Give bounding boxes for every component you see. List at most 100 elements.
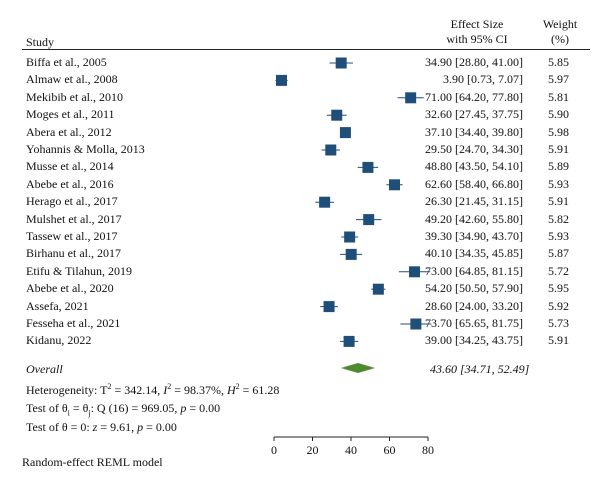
study-weight: 5.93	[548, 229, 569, 243]
study-marker	[276, 74, 288, 86]
study-marker	[323, 301, 335, 313]
study-marker	[372, 283, 384, 295]
study-label: Abebe et al., 2016	[26, 176, 114, 191]
study-label: Kidanu, 2022	[26, 333, 92, 348]
study-ci-text: 37.10 [34.40, 39.80]	[425, 124, 523, 139]
study-label: Yohannis & Molla, 2013	[26, 142, 145, 156]
study-marker	[410, 318, 422, 330]
homog-pval: = 0.00	[186, 401, 221, 415]
study-weight: 5.73	[548, 316, 569, 330]
heterogeneity-prefix: Heterogeneity:	[26, 383, 101, 397]
study-marker	[319, 196, 331, 208]
header-ci: with 95% CI	[446, 32, 508, 46]
zero-p: p	[137, 420, 144, 434]
i-sup: 2	[167, 382, 172, 391]
study-ci-text: 26.30 [21.45, 31.15]	[425, 194, 523, 209]
study-label: Birhanu et al., 2017	[26, 246, 121, 261]
study-label: Etifu & Tilahun, 2019	[26, 263, 133, 278]
study-weight: 5.97	[548, 72, 569, 87]
study-weight: 5.95	[548, 281, 569, 296]
study-label: Mulshet et al., 2017	[26, 211, 122, 226]
study-marker	[409, 266, 421, 278]
study-label: Fesseha et al., 2021	[26, 316, 121, 330]
homog-p: p	[180, 401, 187, 415]
h-sup: 2	[235, 382, 240, 391]
study-label: Biffa et al., 2005	[26, 55, 107, 69]
study-ci-text: 3.90 [0.73, 7.07]	[443, 72, 523, 87]
homogeneity-test: Test of θi = θj: Q (16) = 969.05, p = 0.…	[26, 401, 220, 417]
study-weight: 5.85	[548, 55, 569, 69]
study-ci-text: 73.00 [64.85, 81.15]	[425, 263, 523, 278]
model-note: Random-effect REML model	[22, 455, 163, 469]
study-ci-text: 54.20 [50.50, 57.90]	[425, 281, 523, 296]
homog-mid: = θ	[69, 401, 89, 415]
study-marker	[405, 92, 417, 104]
zero-effect-test: Test of θ = 0: z = 9.61, p = 0.00	[26, 420, 177, 435]
study-weight: 5.91	[548, 333, 569, 348]
homog-sub-j: j	[88, 408, 91, 418]
study-ci-text: 49.20 [42.60, 55.80]	[425, 211, 523, 226]
tau-value: = 342.14,	[111, 383, 164, 397]
study-marker	[363, 214, 375, 226]
study-label: Abebe et al., 2020	[26, 281, 114, 296]
study-ci-text: 34.90 [28.80, 41.00]	[425, 55, 523, 69]
study-label: Abera et al., 2012	[26, 124, 112, 139]
study-weight: 5.89	[548, 159, 569, 174]
study-weight: 5.91	[548, 194, 569, 209]
study-label: Mekibib et al., 2010	[26, 89, 123, 104]
overall-ci: 43.60 [34.71, 52.49]	[430, 362, 530, 376]
homog-sub-i: i	[67, 408, 70, 418]
x-tick-label: 60	[384, 443, 396, 457]
h-symbol: H	[226, 383, 236, 397]
zero-z: z	[92, 420, 98, 434]
header-weight: Weight	[542, 17, 578, 31]
study-ci-text: 29.50 [24.70, 34.30]	[425, 142, 523, 156]
study-ci-text: 48.80 [43.50, 54.10]	[425, 159, 523, 174]
study-weight: 5.98	[548, 124, 569, 139]
study-ci-text: 62.60 [58.40, 66.80]	[425, 176, 523, 191]
study-weight: 5.92	[548, 298, 569, 313]
study-label: Tassew et al., 2017	[26, 229, 118, 243]
study-ci-text: 28.60 [24.00, 33.20]	[425, 298, 523, 313]
study-marker	[343, 335, 355, 347]
study-label: Assefa, 2021	[26, 298, 89, 313]
header-effect-size: Effect Size	[450, 17, 504, 31]
study-ci-text: 40.10 [34.35, 45.85]	[425, 246, 523, 261]
study-marker	[325, 144, 337, 156]
x-tick-label: 20	[307, 443, 319, 457]
study-label: Musse et al., 2014	[26, 159, 114, 174]
header-study: Study	[26, 35, 55, 49]
study-ci-text: 39.00 [34.25, 43.75]	[425, 333, 523, 348]
study-weight: 5.90	[548, 107, 569, 122]
tau-symbol: T	[100, 383, 108, 397]
x-tick-label: 40	[345, 443, 357, 457]
i-value: = 98.37%,	[171, 383, 227, 397]
zero-pval: = 0.00	[143, 420, 177, 434]
study-marker	[389, 179, 401, 191]
study-label: Herago et al., 2017	[26, 194, 118, 209]
study-marker	[344, 231, 356, 243]
study-marker	[331, 109, 343, 121]
x-tick-label: 0	[271, 443, 277, 457]
study-weight: 5.81	[548, 89, 569, 104]
study-weight: 5.91	[548, 142, 569, 156]
pooled-diamond	[340, 363, 376, 373]
study-marker	[335, 57, 347, 69]
study-weight: 5.87	[548, 246, 569, 261]
x-tick-label: 80	[422, 443, 434, 457]
study-label: Moges et al., 2011	[26, 107, 115, 122]
study-weight: 5.82	[548, 211, 569, 226]
heterogeneity-stats: Heterogeneity: T2 = 342.14, I2 = 98.37%,…	[26, 382, 279, 398]
study-marker	[345, 248, 357, 260]
header-divider	[22, 49, 590, 50]
i-symbol: I	[163, 383, 168, 397]
study-ci-text: 71.00 [64.20, 77.80]	[425, 89, 523, 104]
study-weight: 5.72	[548, 263, 569, 278]
study-ci-text: 32.60 [27.45, 37.75]	[425, 107, 523, 122]
study-ci-text: 39.30 [34.90, 43.70]	[425, 229, 523, 243]
study-marker	[339, 127, 351, 139]
study-marker	[362, 161, 374, 173]
overall-label: Overall	[26, 362, 63, 376]
